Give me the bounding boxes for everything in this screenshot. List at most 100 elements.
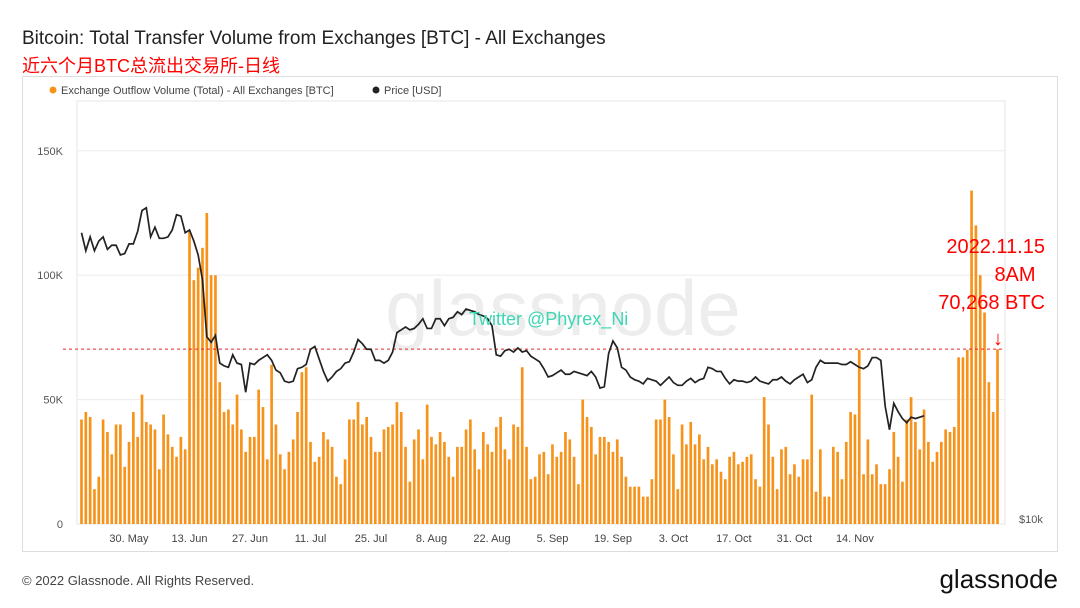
bar-outflow [836, 451, 839, 524]
bar-outflow [503, 449, 507, 524]
bar-outflow [322, 431, 325, 524]
bar-outflow [291, 439, 295, 524]
bar-outflow [222, 412, 226, 524]
bar-outflow [110, 454, 114, 524]
legend-label-outflow: Exchange Outflow Volume (Total) - All Ex… [61, 85, 334, 97]
bar-outflow [417, 429, 420, 524]
x-tick-label: 11. Jul [295, 533, 327, 545]
bar-outflow [914, 421, 917, 524]
legend-item-outflow[interactable]: Exchange Outflow Volume (Total) - All Ex… [49, 85, 334, 97]
glassnode-logo[interactable]: glassnode [939, 564, 1058, 594]
bar-outflow [952, 426, 956, 524]
y-tick-label: 150K [37, 146, 63, 158]
bar-outflow [659, 419, 662, 524]
bar-outflow [672, 454, 675, 524]
bar-outflow [304, 367, 308, 524]
bar-outflow [361, 424, 364, 524]
bar-outflow [378, 451, 381, 524]
bar-outflow [581, 399, 585, 524]
bar-outflow [602, 436, 606, 524]
bar-outflow [404, 446, 407, 524]
bar-outflow [715, 459, 718, 524]
bar-outflow [749, 454, 753, 524]
bar-outflow [598, 436, 602, 524]
bar-outflow [620, 456, 623, 524]
bar-outflow [507, 459, 511, 524]
bar-outflow [927, 441, 930, 524]
bar-outflow [775, 489, 779, 524]
bar-outflow [356, 402, 360, 524]
bar-outflow [529, 479, 533, 524]
legend-item-price[interactable]: Price [USD] [372, 85, 442, 97]
bar-outflow [611, 451, 615, 524]
bar-outflow [80, 419, 83, 524]
x-tick-label: 14. Nov [836, 533, 874, 545]
bar-outflow [175, 456, 178, 524]
bar-outflow [736, 464, 740, 524]
price-line [80, 206, 925, 430]
bar-outflow [935, 451, 939, 524]
bar-outflow [123, 466, 127, 524]
bar-outflow [568, 439, 572, 524]
bar-outflow [166, 434, 170, 524]
bar-outflow [296, 412, 299, 524]
bar-outflow [996, 349, 999, 524]
bar-outflow [888, 469, 891, 524]
y-tick-label: 0 [57, 519, 63, 531]
bar-outflow [615, 439, 619, 524]
bar-outflow [939, 441, 943, 524]
bar-outflow [512, 424, 515, 524]
x-tick-label: 3. Oct [659, 533, 688, 545]
plot-frame [76, 100, 1006, 525]
bar-outflow [637, 486, 641, 524]
bar-outflow [853, 414, 857, 524]
bar-outflow [183, 449, 187, 524]
bar-outflow [460, 446, 464, 524]
bar-outflow [231, 424, 235, 524]
bar-outflow [227, 409, 230, 524]
bar-outflow [689, 421, 693, 524]
bar-outflow [144, 421, 148, 524]
bar-outflow [676, 489, 680, 524]
callout-volume: 70,268 BTC [938, 292, 1045, 314]
bar-outflow [577, 484, 580, 524]
bar-outflow [918, 449, 922, 524]
bar-outflow [300, 372, 304, 524]
bar-outflow [957, 357, 960, 524]
bar-outflow [412, 439, 416, 524]
bar-outflow [179, 436, 183, 524]
bar-outflow [555, 456, 559, 524]
bar-outflow [106, 431, 109, 524]
bar-outflow [905, 419, 909, 524]
bar-outflow [218, 382, 222, 524]
bar-outflow [391, 424, 394, 524]
bar-outflow [278, 454, 282, 524]
bar-outflow [698, 434, 701, 524]
bar-outflow [965, 349, 969, 524]
bar-outflow [745, 456, 749, 524]
bar-outflow [607, 441, 610, 524]
bar-outflow [862, 474, 865, 524]
bar-outflow [248, 436, 252, 524]
bar-outflow [339, 484, 343, 524]
bar-outflow [572, 456, 576, 524]
bar-outflow [386, 426, 390, 524]
bar-outflow [369, 436, 373, 524]
bar-outflow [373, 451, 377, 524]
bar-outflow [477, 469, 481, 524]
bar-outflow [840, 479, 844, 524]
bar-outflow [188, 230, 191, 524]
bar-outflow [132, 412, 135, 524]
bar-outflow [430, 436, 433, 524]
bar-outflow [831, 446, 835, 524]
bar-outflow [209, 275, 213, 524]
bar-outflow [162, 414, 165, 524]
bar-outflow [590, 426, 593, 524]
bar-outflow [546, 474, 550, 524]
twitter-annotation: Twitter @Phyrex_Ni [469, 309, 628, 330]
bar-outflow [499, 417, 502, 524]
bar-outflow [754, 479, 757, 524]
bar-outflow [196, 267, 200, 524]
bar-outflow [732, 451, 736, 524]
bar-outflow [170, 446, 174, 524]
